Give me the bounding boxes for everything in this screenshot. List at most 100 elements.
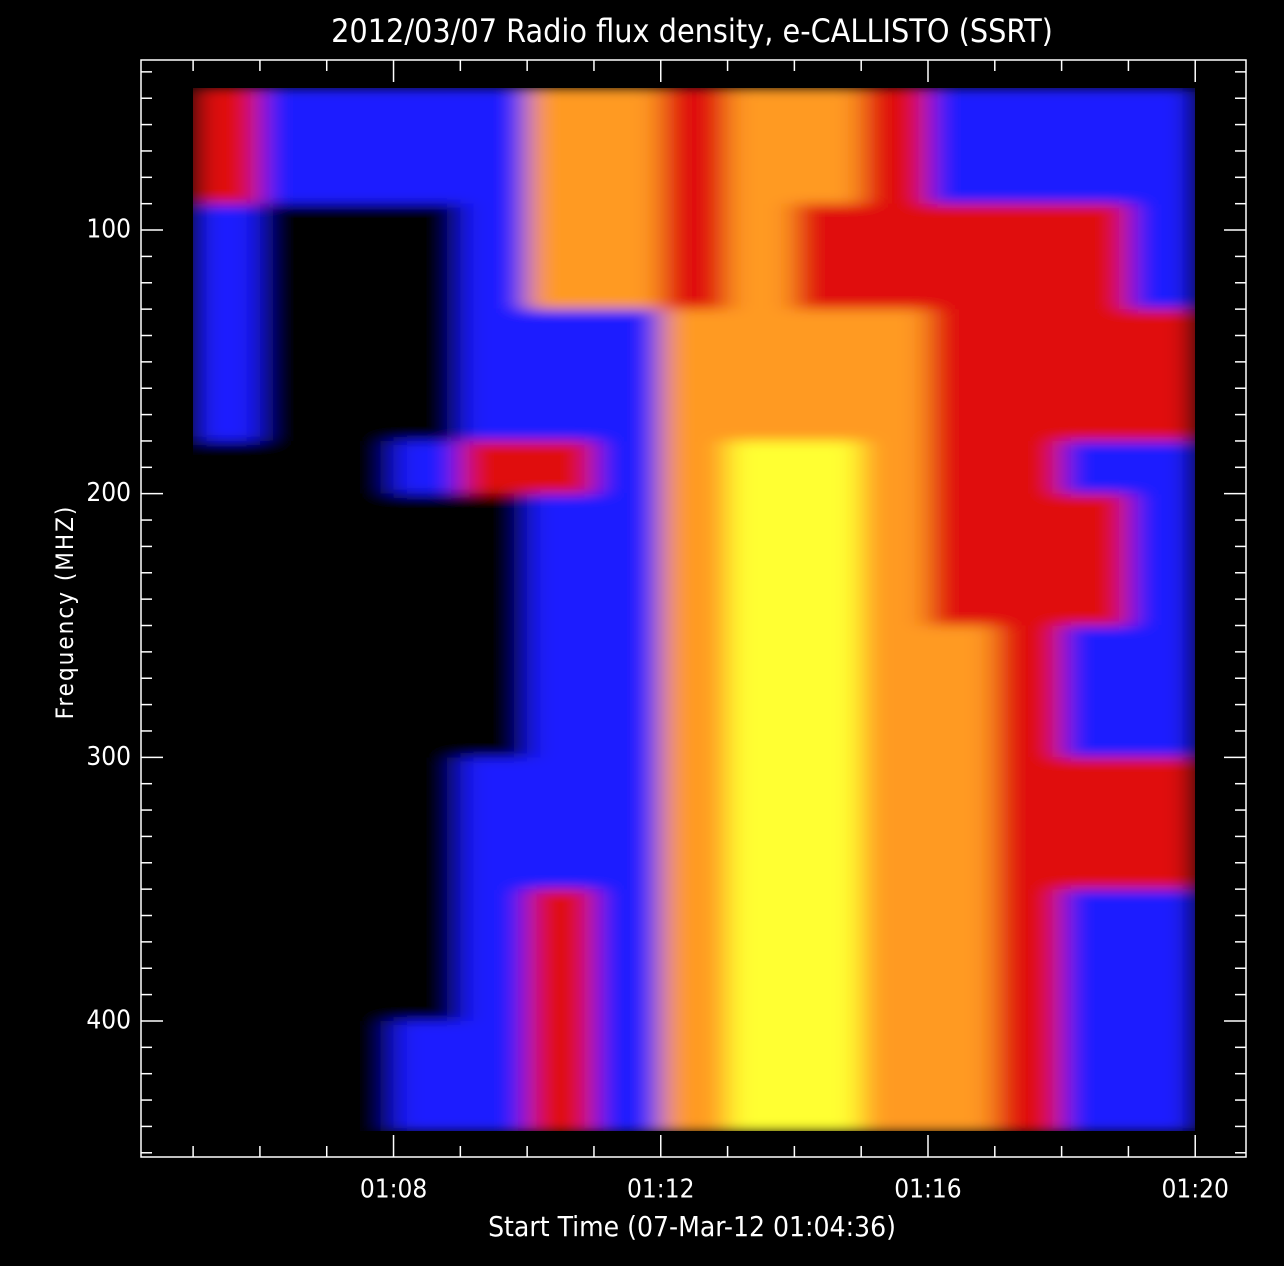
heatmap-cell: [727, 203, 795, 310]
y-tick-label: 300: [86, 742, 131, 772]
heatmap-cell: [994, 88, 1063, 205]
heatmap-cell: [727, 440, 795, 495]
heatmap-cell: [794, 88, 862, 205]
heatmap-cell: [1061, 625, 1129, 758]
heatmap-cell: [727, 625, 795, 758]
y-tick-label: 200: [86, 478, 131, 508]
heatmap-cell: [727, 309, 795, 442]
heatmap-cell: [460, 1020, 528, 1131]
heatmap-cell: [193, 1020, 261, 1131]
heatmap-cell: [193, 625, 261, 758]
x-tick-label: 01:16: [894, 1175, 961, 1205]
heatmap-cell: [193, 203, 261, 310]
heatmap-cell: [861, 440, 929, 495]
heatmap-cell: [193, 889, 261, 1022]
heatmap-cell: [460, 757, 528, 890]
heatmap-cell: [1128, 757, 1195, 890]
heatmap-cell: [994, 1020, 1063, 1131]
heatmap-cell: [326, 203, 395, 310]
heatmap-cell: [460, 625, 528, 758]
heatmap-cell: [794, 203, 862, 310]
heatmap-cell: [460, 309, 528, 442]
heatmap-cell: [1061, 440, 1129, 495]
heatmap-cell: [794, 493, 862, 627]
heatmap-cell: [527, 88, 595, 205]
heatmap-cell: [1128, 88, 1195, 205]
heatmap-cell: [727, 1020, 795, 1131]
heatmap-cell: [259, 889, 328, 1022]
heatmap-cell: [593, 757, 662, 890]
heatmap-cell: [393, 440, 461, 495]
x-tick-label: 01:08: [360, 1175, 427, 1205]
heatmap-cell: [1061, 889, 1129, 1022]
heatmap-cell: [861, 493, 929, 627]
heatmap-cell: [727, 493, 795, 627]
spectrogram: [193, 88, 1195, 1131]
heatmap-cell: [393, 1020, 461, 1131]
heatmap-cell: [527, 309, 595, 442]
heatmap-cell: [593, 889, 662, 1022]
heatmap-cell: [927, 757, 996, 890]
heatmap-cell: [927, 203, 996, 310]
heatmap-cell: [326, 889, 395, 1022]
heatmap-cell: [193, 309, 261, 442]
heatmap-cell: [259, 440, 328, 495]
chart-title: 2012/03/07 Radio flux density, e-CALLIST…: [331, 12, 1053, 50]
heatmap-cell: [393, 625, 461, 758]
heatmap-cell: [861, 625, 929, 758]
heatmap-cell: [193, 493, 261, 627]
heatmap-cell: [1128, 440, 1195, 495]
heatmap-cell: [193, 757, 261, 890]
heatmap-cell: [460, 203, 528, 310]
heatmap-cell: [1061, 88, 1129, 205]
heatmap-cell: [326, 1020, 395, 1131]
heatmap-cell: [994, 757, 1063, 890]
heatmap-cell: [660, 440, 729, 495]
heatmap-cell: [727, 889, 795, 1022]
heatmap-cell: [460, 493, 528, 627]
heatmap-cell: [527, 203, 595, 310]
heatmap-cell: [527, 493, 595, 627]
heatmap-cell: [994, 493, 1063, 627]
heatmap-cell: [193, 88, 261, 205]
heatmap-cell: [794, 1020, 862, 1131]
heatmap-cell: [1128, 309, 1195, 442]
heatmap-cell: [259, 203, 328, 310]
heatmap-cell: [794, 440, 862, 495]
heatmap-cell: [193, 440, 261, 495]
heatmap-cell: [393, 88, 461, 205]
heatmap-cell: [1128, 1020, 1195, 1131]
heatmap-cell: [1128, 625, 1195, 758]
heatmap-cell: [393, 203, 461, 310]
heatmap-cell: [527, 757, 595, 890]
plot-frame: [140, 59, 1247, 1158]
heatmap-cell: [593, 203, 662, 310]
x-tick-label: 01:20: [1162, 1175, 1229, 1205]
heatmap-cell: [794, 625, 862, 758]
heatmap-cell: [326, 309, 395, 442]
y-axis-title: Frequency (MHZ): [51, 505, 79, 720]
heatmap-cell: [259, 625, 328, 758]
heatmap-cell: [994, 625, 1063, 758]
heatmap-cell: [927, 493, 996, 627]
heatmap-cell: [593, 88, 662, 205]
heatmap-cell: [527, 889, 595, 1022]
heatmap-cell: [393, 889, 461, 1022]
heatmap-cell: [861, 889, 929, 1022]
heatmap-cell: [393, 309, 461, 442]
heatmap-cell: [994, 889, 1063, 1022]
heatmap-cell: [660, 1020, 729, 1131]
heatmap-cell: [660, 889, 729, 1022]
heatmap-cell: [259, 1020, 328, 1131]
heatmap-cell: [861, 1020, 929, 1131]
heatmap-cell: [593, 625, 662, 758]
heatmap-cell: [794, 757, 862, 890]
heatmap-cell: [527, 1020, 595, 1131]
heatmap-cell: [593, 1020, 662, 1131]
heatmap-cell: [660, 625, 729, 758]
heatmap-cell: [727, 757, 795, 890]
heatmap-cell: [259, 757, 328, 890]
heatmap-cell: [460, 440, 528, 495]
spectrogram-image: [193, 88, 1195, 1131]
